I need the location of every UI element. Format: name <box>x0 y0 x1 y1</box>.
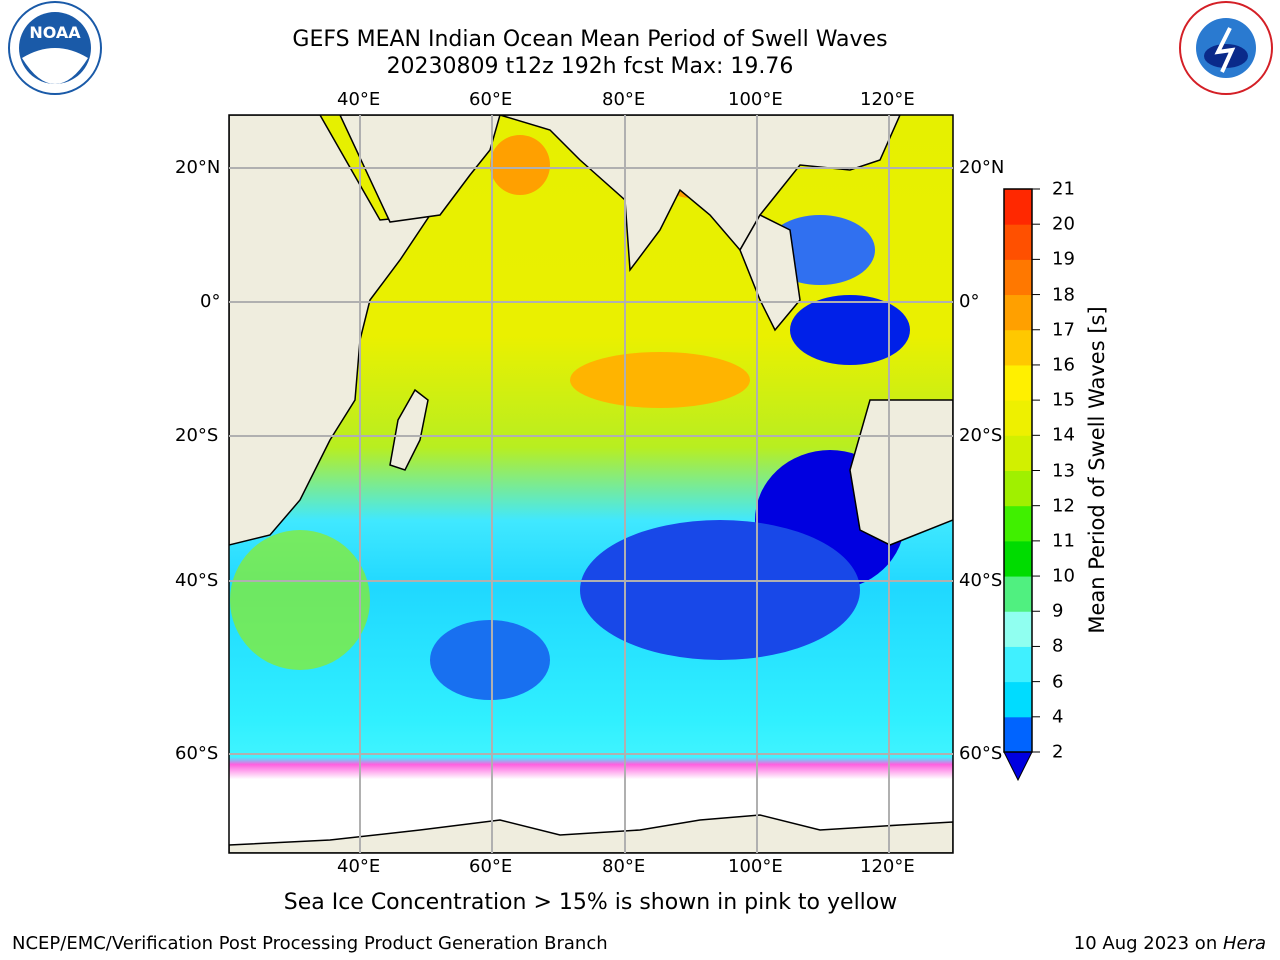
colorbar-tick-label: 14 <box>1052 424 1075 446</box>
lon-label-top: 120°E <box>860 89 915 110</box>
colorbar-tick-label: 21 <box>1052 178 1075 200</box>
lon-label-bottom: 120°E <box>860 856 915 877</box>
colorbar-tick-label: 8 <box>1052 635 1064 657</box>
date-prefix: 10 Aug 2023 on <box>1073 933 1223 954</box>
colorbar-segment <box>1004 435 1032 471</box>
colorbar-tick-label: 16 <box>1052 354 1075 376</box>
lat-label-right: 20°S <box>959 425 1003 446</box>
lon-label-top: 80°E <box>602 89 646 110</box>
colorbar-label: Mean Period of Swell Waves [s] <box>1085 306 1109 634</box>
colorbar-tick-label: 2 <box>1052 741 1064 763</box>
colorbar-segment <box>1004 716 1032 753</box>
colorbar-tick-label: 18 <box>1052 284 1075 306</box>
low-period-region <box>430 620 550 700</box>
nws-logo <box>1179 1 1273 95</box>
lat-label-right: 20°N <box>959 157 1005 178</box>
colorbar-frame <box>1003 188 1033 753</box>
colorbar-segment <box>1004 681 1032 718</box>
colorbar-segment <box>1004 259 1032 296</box>
lon-label-top: 60°E <box>469 89 513 110</box>
map-panel <box>229 115 953 853</box>
noaa-logo-text: NOAA <box>29 23 81 42</box>
colorbar-segment <box>1004 540 1032 577</box>
mid-period-region <box>230 530 370 670</box>
colorbar-segment <box>1004 364 1032 401</box>
colorbar-under-triangle <box>1003 751 1033 782</box>
low-period-region <box>580 520 860 660</box>
colorbar-tick-label: 19 <box>1052 248 1075 270</box>
colorbar-tick-label: 13 <box>1052 460 1075 481</box>
colorbar-tick-label: 10 <box>1052 565 1075 587</box>
colorbar-segment <box>1004 470 1032 507</box>
high-period-region <box>570 352 750 408</box>
colorbar-segment <box>1004 224 1032 260</box>
map-frame <box>228 114 954 854</box>
credit-text: NCEP/EMC/Verification Post Processing Pr… <box>12 933 608 954</box>
colorbar-segment <box>1004 294 1032 331</box>
colorbar-tick-label: 12 <box>1052 495 1075 517</box>
colorbar-segment <box>1004 505 1032 542</box>
sea-ice-note: Sea Ice Concentration > 15% is shown in … <box>283 890 898 915</box>
lon-label-bottom: 40°E <box>337 856 381 877</box>
colorbar-tick-label: 6 <box>1052 671 1064 693</box>
chart-subtitle: 20230809 t12z 192h fcst Max: 19.76 <box>386 54 794 79</box>
lon-label-top: 40°E <box>337 89 381 110</box>
lat-label-left: 20°S <box>175 425 219 446</box>
colorbar-segment <box>1004 329 1032 366</box>
colorbar-segment <box>1004 189 1032 225</box>
colorbar <box>1004 188 1040 753</box>
colorbar-tick-label: 15 <box>1052 389 1075 411</box>
lon-label-bottom: 60°E <box>469 856 513 877</box>
lat-label-left: 20°N <box>175 157 221 178</box>
colorbar-segment <box>1004 400 1032 436</box>
date-machine: Hera <box>1222 933 1266 954</box>
high-period-region <box>490 135 550 195</box>
lat-label-left: 0° <box>200 291 221 312</box>
lat-label-left: 60°S <box>175 743 219 764</box>
noaa-logo: NOAA <box>8 1 102 95</box>
lat-label-left: 40°S <box>175 570 219 591</box>
chart-title: GEFS MEAN Indian Ocean Mean Period of Sw… <box>292 27 888 52</box>
lat-label-right: 60°S <box>959 743 1003 764</box>
lon-label-bottom: 100°E <box>728 856 783 877</box>
colorbar-tick-label: 20 <box>1052 213 1075 235</box>
graticule <box>229 115 953 853</box>
date-text: 10 Aug 2023 on Hera <box>1074 933 1266 954</box>
colorbar-tick-label: 17 <box>1052 319 1075 341</box>
colorbar-segment <box>1004 646 1032 683</box>
low-period-region <box>790 295 910 365</box>
colorbar-segment <box>1004 576 1032 612</box>
colorbar-tick-label: 9 <box>1052 600 1064 622</box>
colorbar-tick-label: 4 <box>1052 706 1064 728</box>
colorbar-segment <box>1004 611 1032 647</box>
lon-label-bottom: 80°E <box>602 856 646 877</box>
lat-label-right: 0° <box>959 291 980 312</box>
lon-label-top: 100°E <box>728 89 783 110</box>
colorbar-tick-label: 11 <box>1052 530 1075 552</box>
lat-label-right: 40°S <box>959 570 1003 591</box>
